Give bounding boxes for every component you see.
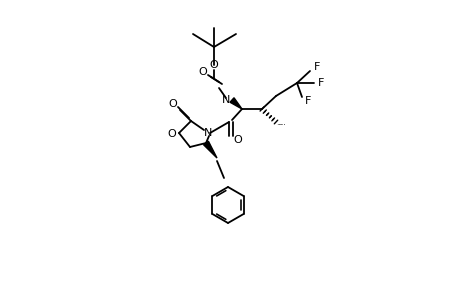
Text: ···: ··· <box>277 122 285 130</box>
Text: O: O <box>198 67 207 77</box>
Text: O: O <box>167 129 176 139</box>
Polygon shape <box>203 141 217 158</box>
Text: O: O <box>209 60 218 70</box>
Text: N: N <box>221 95 230 105</box>
Text: F: F <box>317 78 324 88</box>
Text: F: F <box>313 62 319 72</box>
Text: O: O <box>233 135 242 145</box>
Text: O: O <box>168 99 177 109</box>
Text: F: F <box>304 96 310 106</box>
Text: N: N <box>203 128 212 138</box>
Polygon shape <box>230 98 241 109</box>
Text: ···: ··· <box>276 122 283 130</box>
